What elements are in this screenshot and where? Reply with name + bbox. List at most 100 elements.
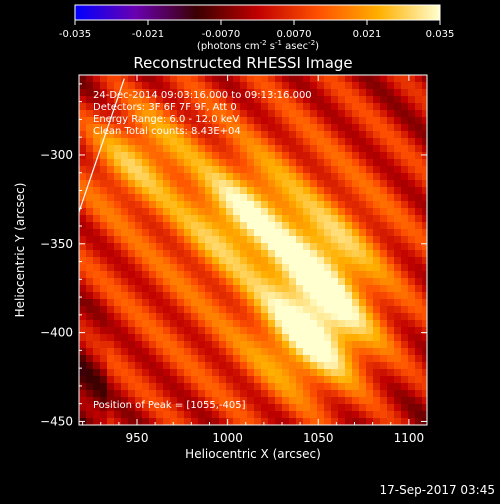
heatmap-cell <box>394 334 402 342</box>
heatmap-cell <box>268 285 276 293</box>
heatmap-cell <box>184 257 192 265</box>
heatmap-cell <box>415 152 423 160</box>
heatmap-cell <box>121 369 129 377</box>
heatmap-cell <box>352 362 360 370</box>
heatmap-cell <box>324 166 332 174</box>
heatmap-cell <box>331 397 339 405</box>
heatmap-cell <box>198 397 206 405</box>
heatmap-cell <box>345 173 353 181</box>
heatmap-cell <box>114 103 122 111</box>
heatmap-cell <box>100 236 108 244</box>
heatmap-cell <box>352 152 360 160</box>
heatmap-cell <box>289 145 297 153</box>
heatmap-cell <box>184 124 192 132</box>
heatmap-cell <box>289 369 297 377</box>
heatmap-cell <box>142 411 150 419</box>
heatmap-cell <box>219 131 227 139</box>
heatmap-cell <box>359 222 367 230</box>
heatmap-cell <box>317 390 325 398</box>
heatmap-cell <box>387 152 395 160</box>
heatmap-cell <box>366 82 374 90</box>
heatmap-cell <box>289 397 297 405</box>
heatmap-cell <box>93 236 101 244</box>
heatmap-cell <box>261 250 269 258</box>
heatmap-cell <box>219 334 227 342</box>
heatmap-cell <box>121 334 129 342</box>
heatmap-cell <box>324 222 332 230</box>
heatmap-cell <box>149 145 157 153</box>
heatmap-cell <box>380 355 388 363</box>
heatmap-cell <box>184 138 192 146</box>
heatmap-cell <box>275 299 283 307</box>
heatmap-cell <box>156 257 164 265</box>
heatmap-cell <box>268 250 276 258</box>
heatmap-cell <box>226 383 234 391</box>
heatmap-cell <box>359 243 367 251</box>
heatmap-cell <box>247 404 255 412</box>
heatmap-cell <box>107 334 115 342</box>
heatmap-cell <box>93 320 101 328</box>
heatmap-cell <box>373 404 381 412</box>
heatmap-cell <box>352 404 360 412</box>
heatmap-cell <box>156 124 164 132</box>
heatmap-cell <box>422 285 427 293</box>
heatmap-cell <box>226 187 234 195</box>
heatmap-cell <box>345 152 353 160</box>
heatmap-cell <box>310 145 318 153</box>
heatmap-cell <box>422 243 427 251</box>
heatmap-cell <box>212 306 220 314</box>
heatmap-cell <box>345 208 353 216</box>
heatmap-cell <box>142 194 150 202</box>
heatmap-cell <box>324 110 332 118</box>
heatmap-cell <box>380 411 388 419</box>
heatmap-cell <box>282 236 290 244</box>
heatmap-cell <box>415 250 423 258</box>
heatmap-cell <box>303 257 311 265</box>
heatmap-cell <box>149 208 157 216</box>
heatmap-cell <box>387 299 395 307</box>
heatmap-cell <box>177 264 185 272</box>
heatmap-cell <box>79 376 87 384</box>
heatmap-cell <box>380 201 388 209</box>
heatmap-cell <box>191 355 199 363</box>
heatmap-cell <box>275 75 283 83</box>
heatmap-cell <box>268 243 276 251</box>
heatmap-cell <box>338 383 346 391</box>
heatmap-cell <box>324 243 332 251</box>
heatmap-cell <box>296 89 304 97</box>
heatmap-cell <box>128 418 136 425</box>
heatmap-cell <box>282 124 290 132</box>
heatmap-cell <box>128 299 136 307</box>
heatmap-cell <box>275 250 283 258</box>
heatmap-cell <box>324 124 332 132</box>
heatmap-cell <box>142 96 150 104</box>
heatmap-cell <box>275 411 283 419</box>
heatmap-cell <box>93 138 101 146</box>
heatmap-cell <box>282 348 290 356</box>
heatmap-cell <box>156 222 164 230</box>
heatmap-cell <box>233 341 241 349</box>
heatmap-cell <box>93 159 101 167</box>
heatmap-cell <box>254 124 262 132</box>
heatmap-cell <box>373 110 381 118</box>
heatmap-cell <box>345 390 353 398</box>
heatmap-cell <box>296 110 304 118</box>
heatmap-cell <box>177 194 185 202</box>
heatmap-cell <box>177 215 185 223</box>
heatmap-cell <box>401 145 409 153</box>
heatmap-cell <box>282 334 290 342</box>
heatmap-cell <box>268 131 276 139</box>
heatmap-cell <box>254 96 262 104</box>
heatmap-cell <box>380 285 388 293</box>
heatmap-cell <box>177 278 185 286</box>
heatmap-cell <box>121 285 129 293</box>
heatmap-cell <box>149 187 157 195</box>
heatmap-cell <box>317 404 325 412</box>
heatmap-cell <box>338 257 346 265</box>
heatmap-cell <box>93 103 101 111</box>
heatmap-cell <box>198 208 206 216</box>
heatmap-cell <box>191 187 199 195</box>
heatmap-cell <box>86 299 94 307</box>
heatmap-cell <box>219 187 227 195</box>
heatmap-cell <box>198 75 206 83</box>
